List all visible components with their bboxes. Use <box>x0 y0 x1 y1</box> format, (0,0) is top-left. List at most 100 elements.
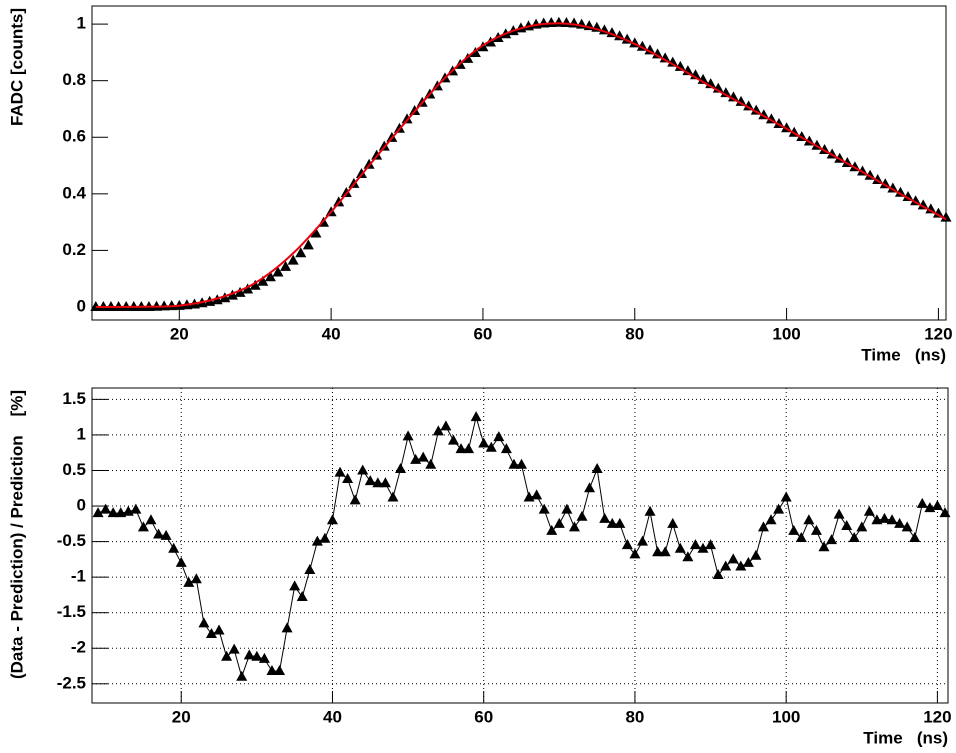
data-point <box>720 87 732 98</box>
data-point <box>925 203 937 214</box>
data-point <box>500 443 512 454</box>
data-point <box>219 292 231 303</box>
data-point <box>493 431 505 442</box>
data-point <box>932 207 944 218</box>
plot-frame <box>91 5 947 321</box>
data-point <box>780 491 792 502</box>
data-point <box>364 475 376 486</box>
data-point <box>894 517 906 528</box>
data-point <box>371 149 383 160</box>
data-point <box>621 539 633 550</box>
data-point <box>107 507 119 518</box>
data-point <box>637 535 649 546</box>
data-point <box>757 521 769 532</box>
data-point <box>810 524 822 535</box>
x-tick-label: 60 <box>473 324 492 343</box>
data-point <box>697 542 709 553</box>
x-axis-label: Time (ns) <box>863 728 948 747</box>
data-point <box>287 254 299 265</box>
data-point <box>198 617 210 628</box>
y-tick-label: 0 <box>77 296 86 315</box>
data-point <box>546 524 558 535</box>
data-point <box>674 60 686 71</box>
data-point <box>750 104 762 115</box>
data-point <box>395 463 407 474</box>
data-point <box>264 271 276 282</box>
data-point <box>886 514 898 525</box>
data-point <box>629 548 641 559</box>
data-point <box>803 514 815 525</box>
data-point <box>319 532 331 543</box>
x-axis-label: Time (ns) <box>861 345 946 364</box>
x-tick-label: 120 <box>923 707 951 726</box>
data-point <box>257 275 269 286</box>
data-point <box>644 44 656 55</box>
data-point <box>735 95 747 106</box>
data-point <box>447 434 459 445</box>
x-tick-label: 20 <box>172 707 191 726</box>
x-tick-label: 80 <box>625 324 644 343</box>
y-tick-label: -1.5 <box>57 602 86 621</box>
data-point <box>379 477 391 488</box>
data-point <box>183 576 195 587</box>
y-tick-label: -2.5 <box>57 673 86 692</box>
data-point <box>916 497 928 508</box>
data-point <box>795 532 807 543</box>
data-point <box>310 227 322 238</box>
data-point <box>856 521 868 532</box>
data-point <box>508 458 520 469</box>
data-point <box>158 300 170 311</box>
data-point <box>659 52 671 63</box>
data-point <box>538 503 550 514</box>
data-point <box>705 539 717 550</box>
data-point <box>901 521 913 532</box>
data-point <box>470 411 482 422</box>
data-point <box>304 564 316 575</box>
y-tick-label: -2 <box>71 638 86 657</box>
y-tick-label: 0 <box>77 496 86 515</box>
data-point <box>440 420 452 431</box>
data-point <box>272 266 284 277</box>
data-point <box>818 541 830 552</box>
data-point <box>848 532 860 543</box>
data-point <box>463 443 475 454</box>
data-point <box>659 546 671 557</box>
data-point <box>226 289 238 300</box>
data-point <box>289 580 301 591</box>
data-point <box>387 491 399 502</box>
data-point <box>878 512 890 523</box>
data-point <box>667 56 679 67</box>
data-point <box>168 542 180 553</box>
x-tick-label: 120 <box>924 324 952 343</box>
data-point <box>553 517 565 528</box>
y-tick-label: 0.4 <box>62 183 86 202</box>
data-point <box>236 670 248 681</box>
data-point <box>425 458 437 469</box>
y-tick-label: 1 <box>77 424 86 443</box>
data-point <box>160 529 172 540</box>
data-point <box>372 477 384 488</box>
y-axis-label: (Data - Prediction) / Prediction [%] <box>7 390 26 679</box>
data-point <box>243 649 255 660</box>
data-point <box>652 48 664 59</box>
data-point <box>402 430 414 441</box>
x-tick-label: 80 <box>625 707 644 726</box>
data-point <box>531 489 543 500</box>
data-point <box>432 425 444 436</box>
data-point <box>863 505 875 516</box>
data-point <box>568 521 580 532</box>
data-point <box>910 195 922 206</box>
data-point <box>599 512 611 523</box>
y-tick-label: -1 <box>71 567 86 586</box>
data-point <box>213 624 225 635</box>
data-point <box>349 494 361 505</box>
data-point <box>667 517 679 528</box>
data-point <box>249 279 261 290</box>
data-point <box>591 463 603 474</box>
data-point <box>281 622 293 633</box>
data-point <box>130 503 142 514</box>
x-tick-label: 60 <box>474 707 493 726</box>
data-point <box>311 535 323 546</box>
data-point <box>175 556 187 567</box>
